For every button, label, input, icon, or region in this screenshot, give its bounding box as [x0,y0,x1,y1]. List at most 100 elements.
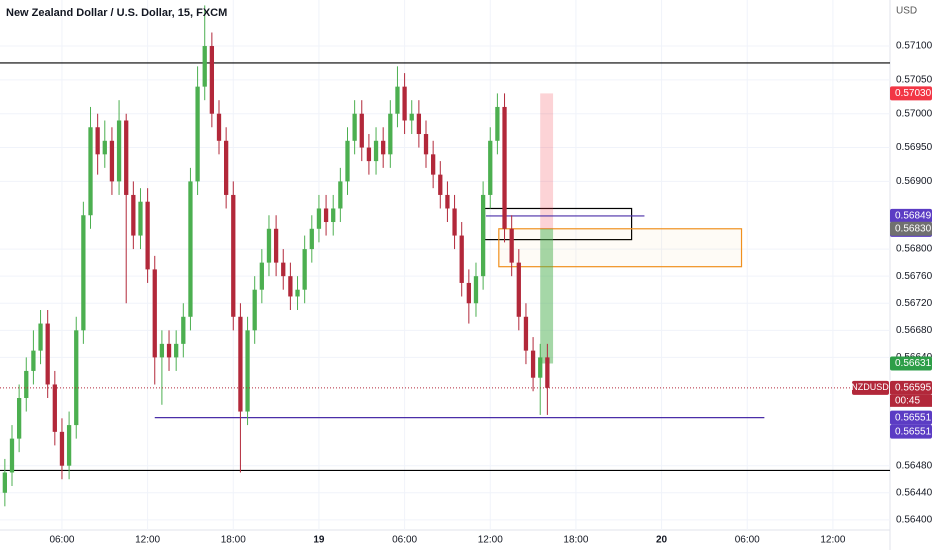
candle-body [416,113,422,135]
candle-body [223,140,229,195]
symbol-bg [852,380,889,395]
candle-body [216,113,222,141]
candle-body [480,194,486,277]
price-label: 0.57030 [895,88,932,99]
candle-body [252,289,257,331]
x-tick-label: 12:00 [135,535,160,546]
x-tick-label: 18:00 [221,535,246,546]
price-label-bg [890,380,932,395]
candle-body [231,194,236,317]
y-tick-label: 0.56720 [896,298,932,309]
candle-body [16,398,22,439]
candle-body [145,201,150,270]
candle-body [259,262,264,290]
candle-body [509,228,514,263]
candle-body [459,235,464,283]
candle-body [81,215,86,331]
candle-body [9,438,15,473]
candle-body [373,140,379,162]
candle-body [395,86,400,114]
box [498,228,743,268]
box [540,228,554,364]
candle-body [45,323,50,385]
symbol-label: NZDUSD [851,382,889,392]
candle-body [495,106,500,141]
price-label-bg [890,356,932,371]
candle-body [431,154,436,175]
candle-body [66,425,72,466]
candle-body [52,384,57,432]
candle-body [331,208,336,223]
candle-body [323,208,329,223]
price-label: 0.56849 [895,211,932,222]
candle-body [273,228,279,263]
price-label: 0.56595 [895,382,932,393]
price-label: 0.56830 [895,223,932,234]
candle-body [316,208,322,229]
x-tick-label: 19 [313,535,325,546]
candle-body [138,201,143,236]
candle-body [502,106,507,229]
x-tick-label: 18:00 [563,535,588,546]
candle-body [523,316,529,351]
y-tick-label: 0.56480 [896,460,932,471]
candle-body [530,350,536,378]
y-tick-label: 0.57050 [896,75,932,86]
candle-body [338,181,343,209]
x-tick-label: 06:00 [49,535,74,546]
candle-body [488,140,493,195]
candle-body [181,316,186,344]
price-label: 0.56551 [895,426,932,437]
candle-body [95,127,100,155]
x-tick-label: 06:00 [735,535,760,546]
candle-body [38,323,43,351]
candle-body [31,350,36,371]
candle-body [402,86,407,121]
candle-body [295,289,300,297]
candle-body [466,282,471,304]
x-tick-label: 06:00 [392,535,417,546]
candle-body [516,262,521,317]
candle-body [124,120,129,195]
candle-body [24,370,29,399]
price-label: 0.56631 [895,358,932,369]
candle-body [109,140,115,182]
y-tick-label: 0.56800 [896,244,932,255]
candle-body [74,330,79,426]
price-label-bg [890,208,932,223]
candle-body [152,269,157,358]
candle-body [352,113,357,141]
candle-body [59,431,65,466]
price-label-bg [890,424,932,439]
candle-body [445,194,450,209]
y-tick-label: 0.56900 [896,176,932,187]
y-tick-label: 0.56680 [896,325,932,336]
candle-body [359,113,364,148]
candle-body [245,330,250,412]
price-label: 0.56551 [895,412,932,423]
candle-body [209,46,215,114]
y-tick-label: 0.56440 [896,487,932,498]
candle-body [473,276,479,304]
candle-body [202,46,207,87]
candle-body [195,86,200,182]
x-tick-label: 12:00 [478,535,503,546]
y-tick-label: 0.56950 [896,142,932,153]
y-tick-label: 0.56400 [896,514,932,525]
candle-body [238,316,243,412]
candle-body [423,134,429,155]
candle-body [266,228,272,263]
box [540,93,554,229]
candle-body [366,147,372,162]
candle-body [538,357,543,378]
candle-body [281,262,286,277]
candle-body [288,276,293,297]
candle-body [159,343,165,358]
candle-body [409,113,414,121]
candle-body [345,140,350,182]
candle-body [116,120,122,182]
candle-body [381,140,386,155]
candle-body [438,174,443,195]
y-tick-label: 0.57000 [896,108,932,119]
